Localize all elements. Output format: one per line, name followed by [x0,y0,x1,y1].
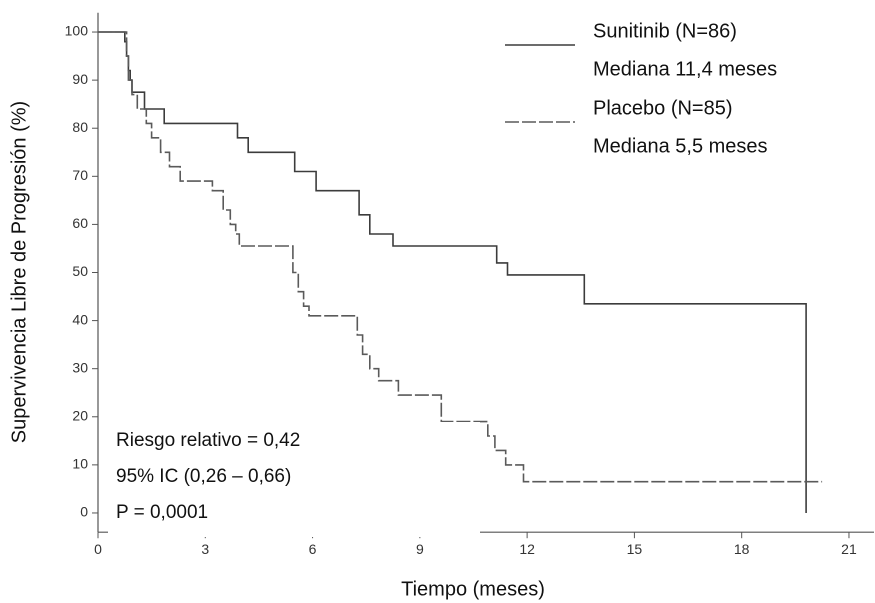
annotation: Riesgo relativo = 0,42 [116,430,300,451]
annotation: 95% IC (0,26 – 0,66) [116,466,291,487]
y-tick-label: 20 [72,407,88,423]
legend-label: Placebo (N=85) [593,97,733,119]
x-tick-label: 12 [519,541,535,557]
y-tick-label: 0 [80,504,88,520]
x-tick-label: 21 [841,541,857,557]
y-axis-label: Supervivencia Libre de Progresión (%) [8,101,30,443]
y-tick-label: 100 [65,23,89,39]
annotation-box [108,422,480,537]
y-tick-label: 30 [72,359,88,375]
y-tick-label: 70 [72,167,88,183]
x-tick-label: 0 [94,541,102,557]
legend-median: Mediana 5,5 meses [593,135,768,157]
survival-curve [98,31,823,483]
x-tick-label: 3 [201,541,209,557]
x-tick-label: 18 [734,541,750,557]
legend-median: Mediana 11,4 meses [593,58,777,80]
legend-label: Sunitinib (N=86) [593,20,737,42]
x-tick-label: 6 [309,541,317,557]
y-tick-label: 90 [72,71,88,87]
y-tick-label: 50 [72,263,88,279]
annotation: P = 0,0001 [116,502,208,523]
x-axis-label: Tiempo (meses) [401,578,545,600]
y-tick-label: 60 [72,215,88,231]
x-tick-label: 9 [416,541,424,557]
y-tick-label: 80 [72,119,88,135]
y-tick-label: 40 [72,311,88,327]
x-tick-label: 15 [627,541,643,557]
y-tick-label: 10 [72,456,88,472]
